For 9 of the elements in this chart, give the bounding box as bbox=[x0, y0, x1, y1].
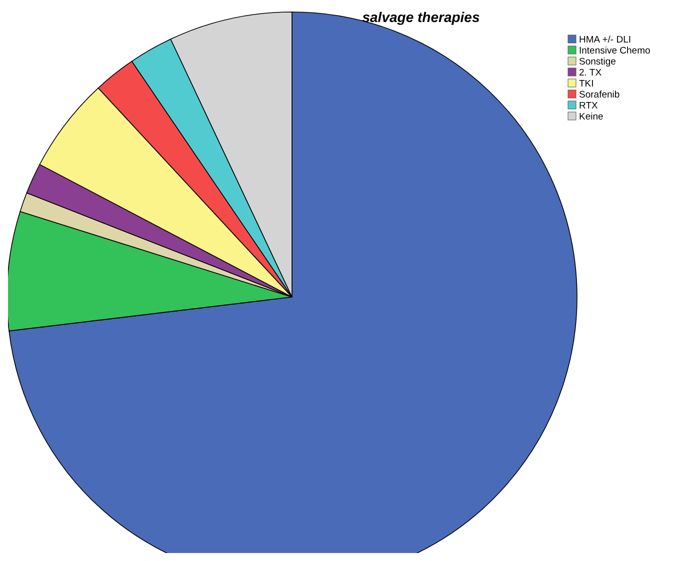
legend-label: Sonstige bbox=[579, 56, 616, 68]
legend-label: TKI bbox=[579, 78, 594, 90]
legend-label: RTX bbox=[579, 100, 598, 112]
legend-label: 2. TX bbox=[579, 68, 602, 78]
legend-label: Sorafenib bbox=[579, 90, 620, 100]
legend-label: Keine bbox=[579, 112, 604, 122]
legend-label: Intensive Chemo bbox=[579, 46, 650, 56]
slice-label: HMA +/- DLI bbox=[579, 34, 631, 46]
chart-title: salvage therapies bbox=[362, 9, 480, 25]
